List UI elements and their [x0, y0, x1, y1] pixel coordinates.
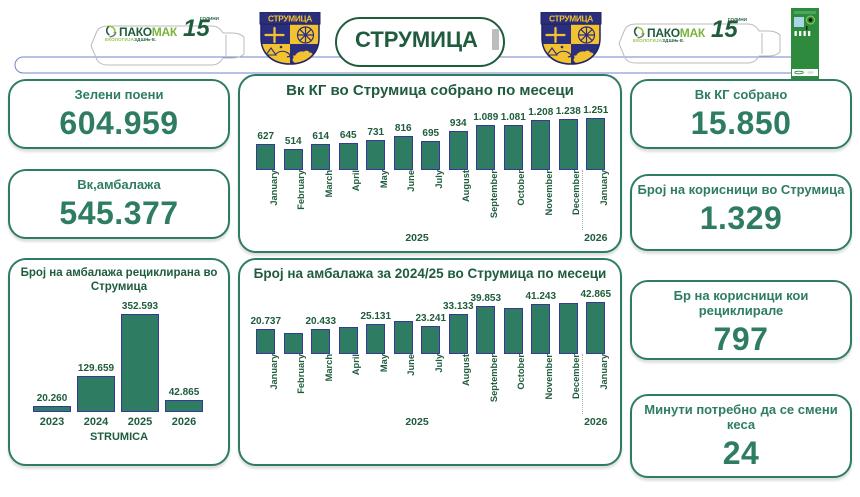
svg-text:СТРУМИЦА: СТРУМИЦА — [268, 14, 312, 24]
svg-text:СТРУМИЦА: СТРУМИЦА — [549, 14, 593, 24]
